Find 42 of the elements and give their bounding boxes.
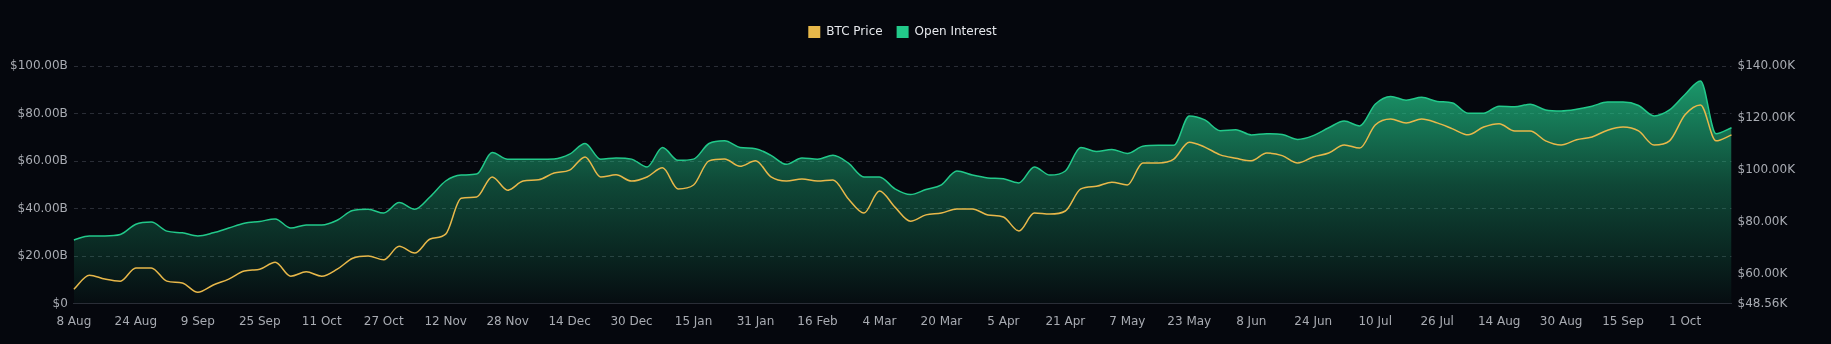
x-tick-label: 9 Sep	[180, 313, 215, 328]
x-tick-label: 4 Mar	[862, 313, 897, 328]
x-tick-label: 8 Jun	[1236, 313, 1267, 328]
x-tick-label: 21 Apr	[1045, 313, 1086, 328]
x-tick-label: 30 Dec	[610, 313, 653, 328]
x-tick-label: 25 Sep	[238, 313, 281, 328]
x-tick-label: 24 Aug	[114, 313, 158, 328]
x-tick-label: 31 Jan	[736, 313, 775, 328]
x-tick-label: 27 Oct	[363, 313, 404, 328]
x-tick-label: 11 Oct	[301, 313, 342, 328]
y-tick-label: $100.00B	[10, 58, 68, 73]
x-tick-label: 7 May	[1109, 313, 1146, 328]
y2-tick-label: $48.56K	[1737, 295, 1789, 310]
x-tick-label: 12 Nov	[424, 313, 467, 328]
y-tick-label: $80.00B	[17, 105, 68, 120]
x-tick-label: 14 Aug	[1477, 313, 1521, 328]
line-series	[73, 104, 1733, 294]
x-tick-label: 16 Feb	[797, 313, 838, 328]
x-tick-label: 30 Aug	[1539, 313, 1583, 328]
y2-tick-label: $80.00K	[1737, 214, 1789, 229]
x-tick-label: 28 Nov	[486, 313, 529, 328]
y2-tick-label: $120.00K	[1737, 110, 1797, 125]
x-tick-label: 15 Sep	[1602, 313, 1644, 328]
x-tick-label: 20 Mar	[920, 313, 963, 328]
y2-tick-label: $140.00K	[1737, 58, 1797, 73]
x-tick-label: 10 Jul	[1358, 313, 1392, 328]
y-tick-label: $60.00B	[17, 153, 68, 168]
y2-tick-label: $100.00K	[1737, 162, 1797, 177]
y-tick-label: $20.00B	[17, 248, 68, 263]
x-tick-label: 15 Jan	[674, 313, 713, 328]
y-tick-label: $0	[52, 295, 68, 310]
x-tick-label: 24 Jun	[1294, 313, 1333, 328]
y-tick-label: $40.00B	[17, 200, 68, 215]
x-tick-label: 8 Aug	[56, 313, 92, 328]
x-tick-label: 14 Dec	[548, 313, 591, 328]
legend-label: Open Interest	[914, 24, 998, 39]
x-tick-label: 26 Jul	[1420, 313, 1454, 328]
legend-label: BTC Price	[826, 24, 883, 39]
x-tick-label: 1 Oct	[1668, 313, 1702, 328]
x-tick-label: 5 Apr	[987, 313, 1020, 328]
x-tick-label: 23 May	[1167, 313, 1212, 328]
y2-tick-label: $60.00K	[1737, 266, 1789, 280]
